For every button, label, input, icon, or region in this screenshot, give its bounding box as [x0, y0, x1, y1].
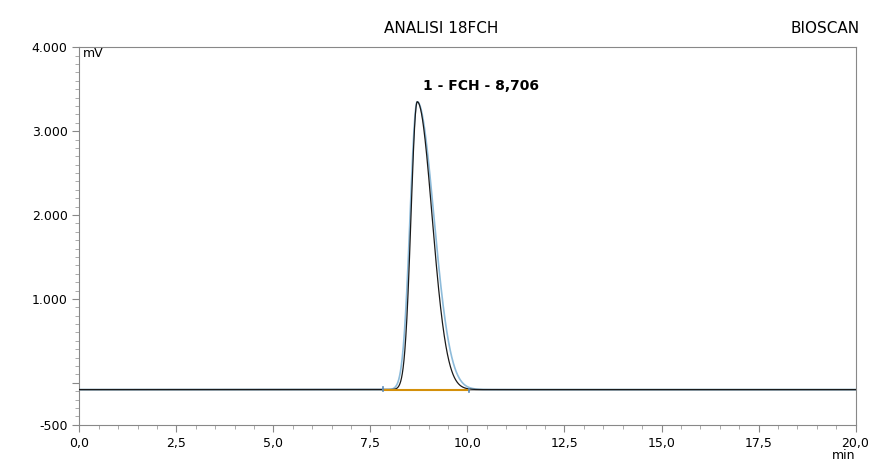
Text: 1 - FCH - 8,706: 1 - FCH - 8,706: [422, 78, 539, 93]
Text: ANALISI 18FCH: ANALISI 18FCH: [384, 21, 498, 36]
Text: BIOSCAN: BIOSCAN: [791, 21, 860, 36]
Text: min: min: [832, 449, 856, 463]
Text: mV: mV: [83, 47, 104, 60]
